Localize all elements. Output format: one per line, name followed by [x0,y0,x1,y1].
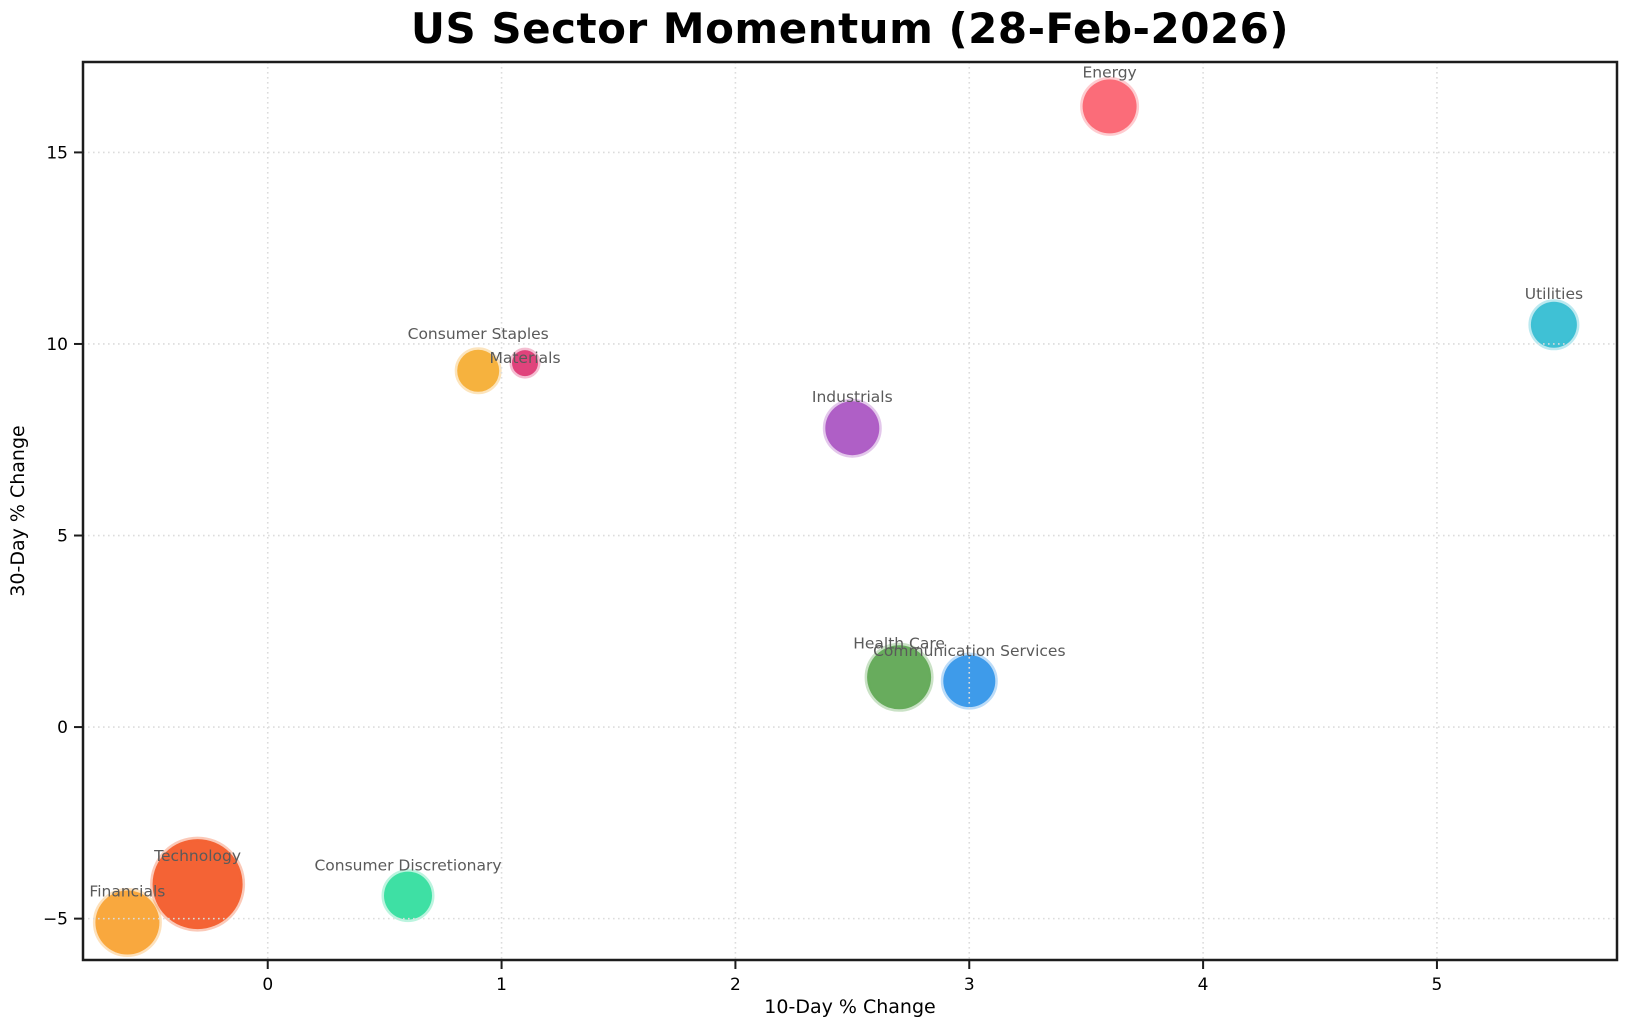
bubble-industrials [822,398,882,458]
x-tick-label-2: 2 [730,975,741,995]
bubble-label-energy: Energy [1082,63,1136,81]
x-tick-label-3: 3 [964,975,975,995]
x-tick-label-1: 1 [496,975,507,995]
bubble-label-consumer-staples: Consumer Staples [408,325,549,343]
y-tick-label-0: 0 [57,718,68,738]
plot-border [81,60,1619,962]
chart-title: US Sector Momentum (28-Feb-2026) [410,4,1290,53]
bubble-label-consumer-discretionary: Consumer Discretionary [314,857,501,875]
bubble-financials [92,888,162,957]
gridlines-layer [83,62,1617,960]
bubble-label-industrials: Industrials [812,388,893,406]
x-axis-label: 10-Day % Change [764,996,935,1018]
bubble-consumer-discretionary [381,869,435,923]
bubble-label-materials: Materials [489,349,560,367]
y-tick-label-10: 10 [46,335,68,355]
bubble-health-care [864,642,934,712]
bubble-label-communication-services: Communication Services [873,642,1065,660]
bubble-utilities [1528,299,1580,351]
bubble-energy [1080,76,1140,136]
bubbles-layer [92,76,1580,957]
x-tick-label-4: 4 [1198,975,1209,995]
bubble-label-health-care: Health Care [853,634,945,652]
bubble-label-utilities: Utilities [1525,285,1583,303]
y-tick-label--5: −5 [43,910,68,930]
y-tick-label-15: 15 [46,143,68,163]
bubble-label-technology: Technology [153,847,241,865]
axes-layer: 0 1 2 3 4 5 −5 0 5 10 15 [43,60,1619,995]
y-tick-label-5: 5 [57,527,68,547]
bubble-materials [509,347,541,379]
y-axis-label: 30-Day % Change [7,425,29,596]
x-tick-label-0: 0 [262,975,273,995]
bubble-labels-layer: Energy Utilities Consumer Staples Materials… [89,63,1583,900]
bubble-label-financials: Financials [89,883,165,901]
x-tick-label-5: 5 [1432,975,1443,995]
bubble-consumer-staples [454,347,502,395]
bubble-technology [150,836,246,932]
